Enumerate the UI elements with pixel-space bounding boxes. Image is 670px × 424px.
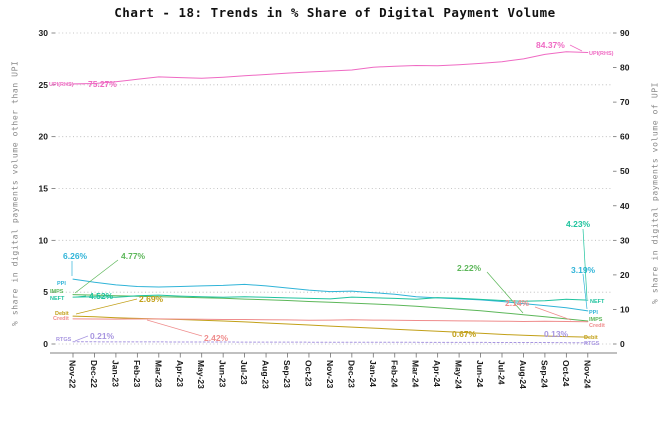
x-tick-label: Sep-24 <box>539 360 549 388</box>
value-annotation: 4.77% <box>121 251 146 261</box>
x-tick-label: Feb-24 <box>389 360 399 388</box>
y-tick-label: 80 <box>620 63 630 73</box>
x-tick-label: Mar-23 <box>153 360 163 388</box>
x-tick-label: Jan-23 <box>110 360 120 387</box>
annotation-leader <box>146 319 203 337</box>
x-tick-label: Mar-24 <box>411 360 421 388</box>
x-tick-label: Oct-23 <box>303 360 313 387</box>
value-annotation: 2.42% <box>204 333 229 343</box>
value-annotation: 4.23% <box>566 219 591 229</box>
y-tick-label: 30 <box>620 235 630 245</box>
y-tick-label: 0 <box>620 339 625 349</box>
value-annotation: 3.19% <box>571 265 596 275</box>
series-label-end-debit: Debit <box>584 335 598 341</box>
x-tick-label: Dec-22 <box>89 360 99 388</box>
y-tick-label: 40 <box>620 201 630 211</box>
x-tick-label: Nov-23 <box>325 360 335 389</box>
series-label-start-neft: NEFT <box>50 296 65 302</box>
series-line-credit <box>72 318 589 323</box>
value-annotation: 6.26% <box>63 251 88 261</box>
annotation-leader <box>582 273 588 310</box>
annotation-leader <box>75 295 87 298</box>
series-label-start-credit: Credit <box>53 316 69 322</box>
annotation-leader <box>486 271 524 314</box>
series-line-ppi <box>72 278 589 312</box>
series-line-imps <box>72 294 589 322</box>
annotation-leader <box>75 298 138 315</box>
y-tick-label: 25 <box>39 80 49 90</box>
x-tick-label: Dec-23 <box>346 360 356 388</box>
x-tick-label: Aug-23 <box>261 360 271 389</box>
series-label-start-rtgs: RTGS <box>56 337 72 343</box>
x-tick-label: Jun-23 <box>218 360 228 388</box>
y-tick-label: 15 <box>39 183 49 193</box>
series-line-neft <box>72 294 589 302</box>
series-label-start-debit: Debit <box>55 311 69 317</box>
value-annotation: 0.21% <box>90 331 115 341</box>
y-tick-label: 10 <box>620 304 630 314</box>
x-tick-label: May-23 <box>196 360 206 389</box>
x-tick-label: Apr-23 <box>175 360 185 387</box>
y-tick-label: 5 <box>43 287 48 297</box>
series-label-end-imps: IMPS <box>589 317 603 323</box>
y-tick-label: 30 <box>39 28 49 38</box>
series-label-start-ppi: PPI <box>57 281 66 287</box>
series-label-end-ppi: PPI <box>589 310 598 316</box>
value-annotation: 2.14% <box>505 298 530 308</box>
series-label-end-credit: Credit <box>589 323 605 329</box>
x-tick-label: Feb-23 <box>132 360 142 388</box>
y-tick-label: 0 <box>43 339 48 349</box>
series-label-start-imps: IMPS <box>50 289 64 295</box>
value-annotation: 2.69% <box>139 294 164 304</box>
annotation-leader <box>74 259 119 294</box>
x-tick-label: Aug-24 <box>518 360 528 389</box>
series-label-start-upi-rhs: UPI(RHS) <box>49 82 74 88</box>
y-tick-label: 90 <box>620 28 630 38</box>
left-axis-title: % share in digital payments volume other… <box>10 60 20 326</box>
value-annotation: 2.22% <box>457 263 482 273</box>
x-tick-label: Nov-22 <box>68 360 78 389</box>
annotation-leader <box>74 335 89 342</box>
value-annotation: 0.67% <box>452 329 477 339</box>
value-annotation: 0.13% <box>544 329 569 339</box>
x-tick-label: Jul-23 <box>239 360 249 385</box>
x-tick-label: Jan-24 <box>368 360 378 387</box>
y-tick-label: 20 <box>39 132 49 142</box>
x-tick-label: Apr-24 <box>432 360 442 387</box>
y-tick-label: 20 <box>620 270 630 280</box>
x-tick-label: Sep-23 <box>282 360 292 388</box>
chart-title: Chart - 18: Trends in % Share of Digital… <box>114 5 556 20</box>
series-line-rtgs <box>72 341 589 344</box>
x-tick-label: May-24 <box>454 360 464 389</box>
series-label-end-rtgs: RTGS <box>584 341 600 347</box>
x-tick-label: Oct-24 <box>561 360 571 387</box>
y-tick-label: 50 <box>620 166 630 176</box>
y-tick-label: 70 <box>620 97 630 107</box>
value-annotation: 4.52% <box>89 291 114 301</box>
value-annotation: 75.27% <box>88 79 117 89</box>
x-tick-label: Jul-24 <box>497 360 507 385</box>
annotation-leader <box>582 228 588 300</box>
annotation-leader <box>534 306 572 321</box>
y-tick-label: 60 <box>620 132 630 142</box>
series-line-upi-rhs <box>72 51 589 85</box>
value-annotation: 84.37% <box>536 40 565 50</box>
series-label-end-neft: NEFT <box>590 299 605 305</box>
right-axis-title: % share in digital payments volume of UP… <box>650 81 660 305</box>
annotation-leader <box>569 44 583 52</box>
y-tick-label: 10 <box>39 235 49 245</box>
x-tick-label: Jun-24 <box>475 360 485 388</box>
x-tick-label: Nov-24 <box>582 360 592 389</box>
series-label-end-upi-rhs: UPI(RHS) <box>589 51 614 57</box>
